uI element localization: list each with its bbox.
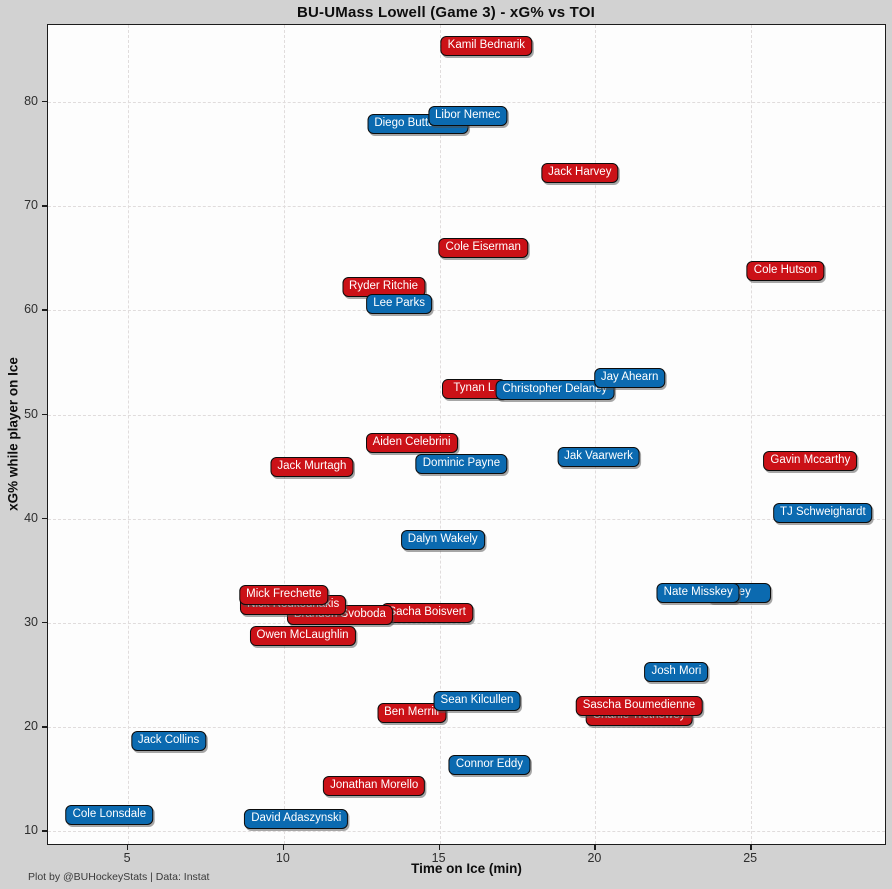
gridline-y xyxy=(48,623,885,625)
player-label: Ryder Ritchie xyxy=(342,276,426,297)
player-label: Jonathan Morello xyxy=(323,775,426,796)
x-tick-label: 25 xyxy=(743,851,758,865)
y-tick-label: 10 xyxy=(24,823,38,838)
x-tickmark xyxy=(127,845,129,850)
player-label: Owen McLaughlin xyxy=(249,625,356,646)
player-label: Dominic Payne xyxy=(415,453,508,474)
player-label: Jak Vaarwerk xyxy=(557,447,640,468)
y-tickmark xyxy=(42,622,47,624)
player-label: Cole Hutson xyxy=(746,260,825,281)
player-label: Sean Kilcullen xyxy=(433,691,521,712)
player-label: Jack Harvey xyxy=(541,162,619,183)
gridline-y xyxy=(48,206,885,208)
player-label: TJ Schweighardt xyxy=(772,502,873,523)
y-tick-label: 40 xyxy=(24,510,38,525)
gridline-y xyxy=(48,414,885,416)
x-tickmark xyxy=(282,845,285,850)
y-tick-label: 30 xyxy=(24,615,38,630)
x-axis-title: Time on Ice (min) xyxy=(411,861,522,876)
x-tickmark xyxy=(750,845,752,850)
y-tick-label: 70 xyxy=(24,198,38,213)
player-label: Jack Murtagh xyxy=(270,456,354,477)
y-tickmark xyxy=(42,413,47,416)
x-tickmark xyxy=(594,845,596,850)
x-tickmark xyxy=(438,845,440,850)
x-tick-label: 5 xyxy=(123,851,131,865)
player-label: Sacha Boisvert xyxy=(381,602,473,623)
player-label: Cole Lonsdale xyxy=(65,804,154,825)
gridline-y xyxy=(48,727,885,729)
x-tick-label: 10 xyxy=(275,851,290,865)
y-tickmark xyxy=(42,517,47,520)
y-tickmark xyxy=(42,309,47,311)
footer-credit: Plot by @BUHockeyStats | Data: Instat xyxy=(28,871,210,883)
chart-title: BU-UMass Lowell (Game 3) - xG% vs TOI xyxy=(296,4,596,21)
y-tickmark xyxy=(42,101,47,103)
gridline-y xyxy=(48,102,885,104)
gridline-y xyxy=(48,310,885,312)
plot-area: Kamil Bednarik Diego Buttazzoni Libor Neme… xyxy=(47,24,886,845)
gridline-y xyxy=(48,831,885,833)
player-label: Jack Collins xyxy=(130,730,207,751)
player-label: Kamil Bednarik xyxy=(440,35,533,56)
player-label: Libor Nemec xyxy=(428,105,508,126)
y-tickmark xyxy=(42,205,47,207)
player-label: Connor Eddy xyxy=(448,754,531,775)
player-label: Gavin Mccarthy xyxy=(763,450,858,471)
player-label: Lee Parks xyxy=(366,294,432,315)
y-tickmark xyxy=(42,726,47,728)
player-label: Christopher Delaney xyxy=(495,379,615,400)
y-tick-label: 80 xyxy=(24,94,38,109)
y-tick-label: 50 xyxy=(24,406,38,421)
gridline-x xyxy=(751,25,753,844)
y-axis-title: xG% while player on Ice xyxy=(5,357,21,511)
x-tick-label: 15 xyxy=(431,851,446,865)
player-label: Cole Eiserman xyxy=(438,237,528,258)
y-tick-label: 60 xyxy=(24,302,38,317)
player-label: Aiden Celebrini xyxy=(365,432,458,453)
gridline-y xyxy=(48,518,885,520)
player-label: Jay Ahearn xyxy=(593,368,666,389)
player-label: Mick Frechette xyxy=(239,584,329,605)
player-label: Ben Merrill xyxy=(377,702,447,723)
x-tick-label: 20 xyxy=(587,851,602,865)
player-label: Dalyn Wakely xyxy=(400,529,485,550)
player-label: Tynan L xyxy=(441,378,506,399)
player-label: Nate Misskey xyxy=(656,582,740,603)
player-label: David Adaszynski xyxy=(244,808,349,829)
gridline-x xyxy=(283,25,285,844)
gridline-x xyxy=(595,25,597,844)
gridline-x xyxy=(128,25,130,844)
player-label: Sascha Boumedienne xyxy=(575,696,703,717)
y-tickmark xyxy=(42,830,47,832)
y-tick-label: 20 xyxy=(24,719,38,734)
player-label: Josh Mori xyxy=(644,662,709,682)
